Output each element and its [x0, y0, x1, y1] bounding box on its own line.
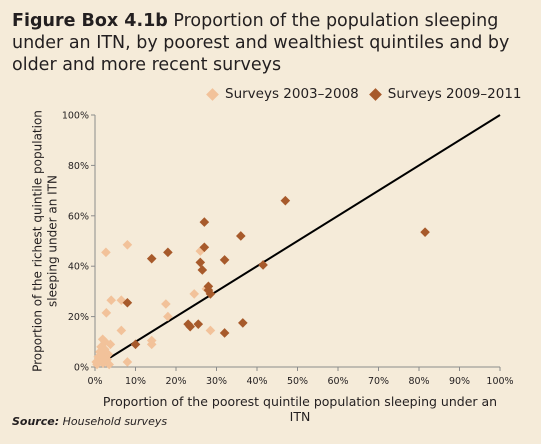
y-axis-label: Proportion of the richest quintile popul…: [31, 110, 60, 372]
y-tick-label: 20%: [68, 312, 89, 323]
data-point-2003-2008: [205, 325, 216, 336]
data-point-2003-2008: [195, 246, 206, 256]
x-tick-label: 80%: [408, 376, 429, 387]
data-point-2003-2008: [104, 359, 114, 370]
axes: [91, 114, 501, 371]
equality-reference-line: [94, 114, 501, 368]
x-tick-label: 90%: [449, 376, 470, 387]
data-point-2003-2008: [105, 339, 116, 350]
source-label: Source:: [12, 415, 60, 428]
y-tick-label: 100%: [62, 111, 89, 122]
data-point-2003-2008: [100, 337, 110, 347]
y-axis-label-line: sleeping under an ITN: [46, 175, 60, 307]
data-point-2009-2011: [195, 257, 206, 268]
data-point-2009-2011: [197, 265, 208, 275]
data-point-2009-2011: [205, 289, 216, 299]
x-tick-label: 100%: [486, 376, 513, 387]
data-point-2003-2008: [101, 308, 112, 318]
data-point-2003-2008: [163, 311, 173, 322]
legend: Surveys 2003–2008 Surveys 2009–2011: [206, 86, 534, 102]
data-point-2003-2008: [106, 295, 116, 306]
data-point-2009-2011: [199, 242, 210, 253]
source-note: Source: Household surveys: [12, 415, 167, 428]
data-point-2003-2008: [92, 359, 102, 370]
y-tick-label: 0%: [74, 363, 89, 374]
y-tick-labels: 0% 20% 40% 60% 80% 100%: [62, 111, 89, 374]
legend-item-older: Surveys 2003–2008: [206, 86, 359, 102]
legend-label-recent: Surveys 2009–2011: [387, 86, 522, 102]
y-tick-label: 60%: [68, 211, 89, 222]
data-points: [91, 195, 430, 370]
data-point-2009-2011: [130, 339, 141, 350]
x-tick-label: 50%: [287, 376, 308, 387]
data-point-2003-2008: [101, 247, 111, 258]
figure-number: Figure Box 4.1b: [12, 11, 168, 31]
x-tick-label: 40%: [246, 376, 267, 387]
y-tick-label: 40%: [68, 262, 89, 273]
reference-line-group: [94, 114, 501, 368]
x-tick-label: 10%: [125, 376, 146, 387]
y-tick-label: 80%: [68, 161, 89, 172]
legend-item-recent: Surveys 2009–2011: [368, 86, 522, 102]
x-tick-label: 60%: [327, 376, 348, 387]
x-tick-label: 20%: [165, 376, 186, 387]
data-point-2009-2011: [203, 285, 214, 295]
legend-label-older: Surveys 2003–2008: [225, 86, 359, 102]
data-point-2009-2011: [280, 195, 291, 206]
data-point-2003-2008: [103, 349, 114, 360]
data-point-2009-2011: [122, 297, 133, 308]
chart-title: Figure Box 4.1b Proportion of the popula…: [12, 10, 532, 76]
x-tick-label: 30%: [206, 376, 227, 387]
data-point-2003-2008: [146, 335, 157, 346]
title-text: Proportion of the population sleeping un…: [12, 11, 510, 75]
data-point-2009-2011: [420, 227, 430, 237]
data-point-2009-2011: [146, 253, 157, 264]
data-point-2003-2008: [116, 325, 127, 336]
data-point-2009-2011: [185, 321, 195, 332]
x-tick-label: 0%: [87, 376, 102, 387]
data-point-2003-2008: [122, 239, 133, 250]
y-axis-label-line: Proportion of the richest quintile popul…: [31, 110, 45, 372]
x-axis-label: Proportion of the poorest quintile popul…: [102, 394, 498, 424]
data-point-2009-2011: [163, 247, 173, 258]
data-point-2003-2008: [161, 299, 171, 309]
data-point-2003-2008: [189, 289, 200, 299]
data-point-2009-2011: [219, 328, 230, 338]
x-tick-labels: 0% 10% 20% 30% 40% 50% 60% 70% 80% 90% 100%: [87, 376, 513, 387]
data-point-2009-2011: [199, 217, 210, 227]
x-tick-label: 70%: [368, 376, 389, 387]
data-point-2003-2008: [122, 357, 133, 367]
source-text: Household surveys: [59, 415, 168, 428]
data-point-2009-2011: [238, 318, 248, 328]
data-point-2009-2011: [219, 255, 230, 265]
data-point-2009-2011: [258, 260, 268, 270]
data-point-2009-2011: [236, 231, 246, 241]
data-point-2009-2011: [193, 319, 204, 329]
data-point-2003-2008: [99, 344, 110, 355]
